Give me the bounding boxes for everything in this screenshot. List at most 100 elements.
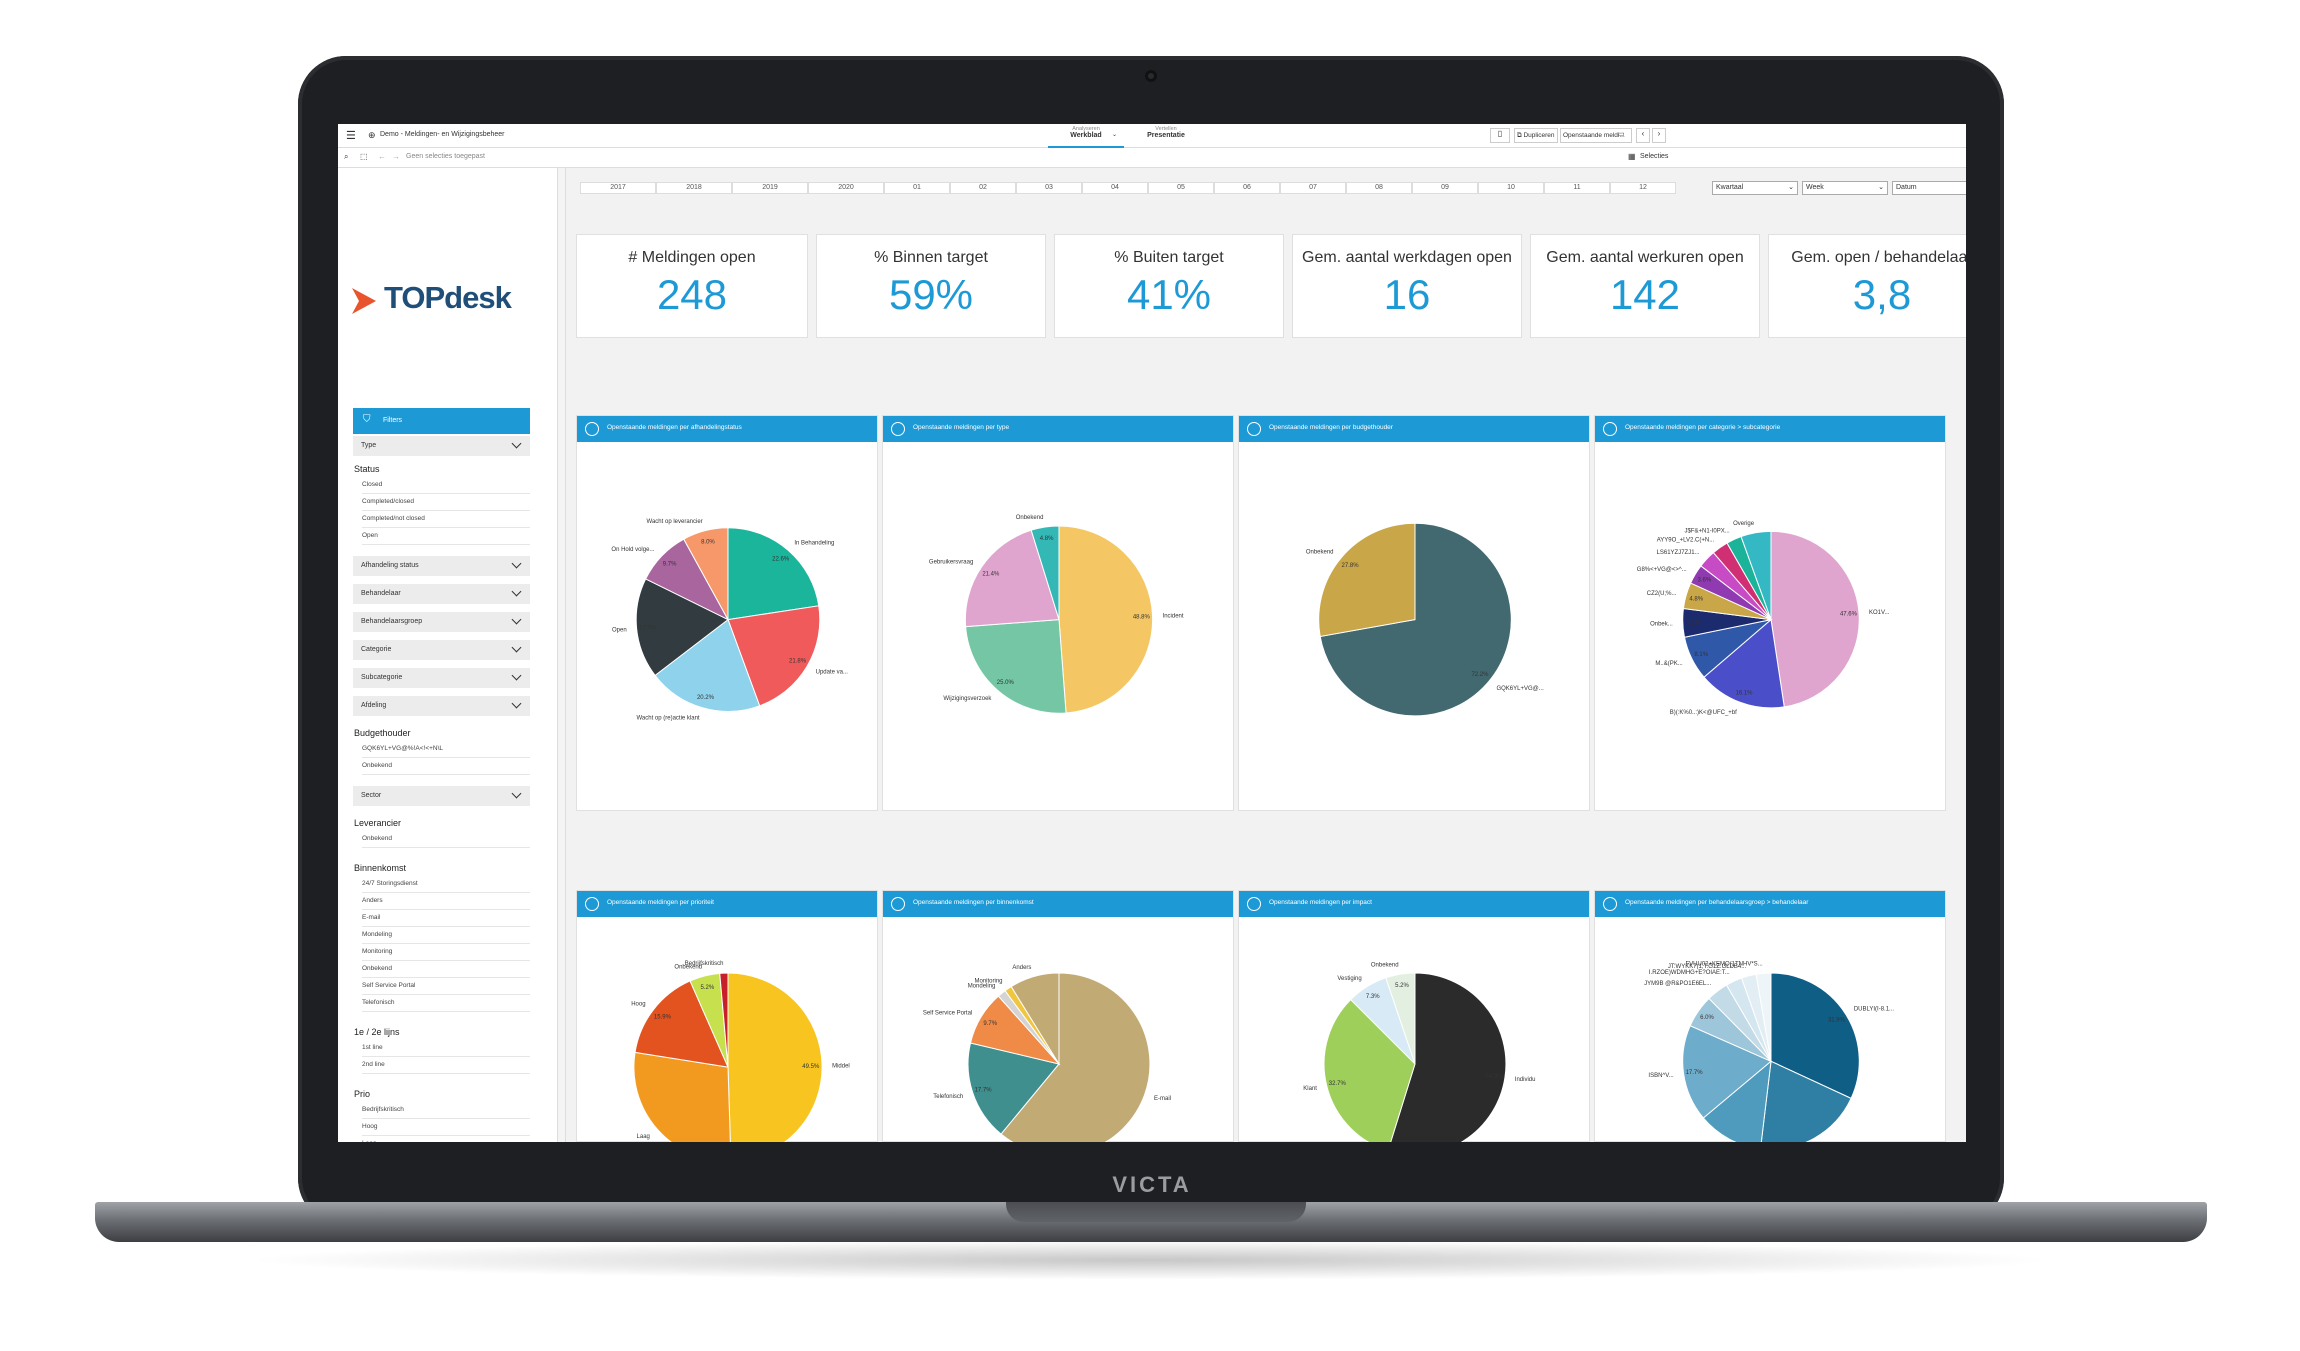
pie-slice[interactable]	[654, 618, 761, 712]
selections-label[interactable]: Selecties	[1640, 153, 1669, 160]
month-cell[interactable]: 12	[1610, 182, 1676, 194]
chart-panel[interactable]: Openstaande meldingen per prioriteit 49.5…	[576, 890, 878, 1142]
collapse-icon[interactable]	[585, 897, 599, 911]
filter-option[interactable]: Onbekend	[362, 759, 530, 775]
pie-slice[interactable]	[1760, 1060, 1852, 1142]
pie-slice[interactable]	[1770, 972, 1860, 1100]
selections-grid-icon[interactable]: ▦	[1628, 152, 1636, 161]
filters-button[interactable]: ⛉ Filters	[353, 408, 530, 434]
filter-option[interactable]: Mondeling	[362, 928, 530, 944]
filter-option[interactable]: Bedrijfskritisch	[362, 1103, 530, 1119]
chart-panel[interactable]: Openstaande meldingen per behandelaarsgr…	[1594, 890, 1946, 1142]
dropdown-subcategorie[interactable]: Subcategorie	[353, 668, 530, 688]
collapse-icon[interactable]	[1603, 897, 1617, 911]
filter-option[interactable]: Anders	[362, 894, 530, 910]
collapse-icon[interactable]	[1247, 897, 1261, 911]
pie-slice[interactable]	[964, 529, 1060, 628]
year-cell[interactable]: 2018	[656, 182, 732, 194]
pie-slice[interactable]	[965, 619, 1067, 714]
kpi-card[interactable]: % Buiten target 41%	[1054, 234, 1284, 338]
month-cell[interactable]: 03	[1016, 182, 1082, 194]
pie-slice[interactable]	[635, 578, 729, 677]
filter-option[interactable]: 2nd line	[362, 1058, 530, 1074]
filter-option[interactable]: E-mail	[362, 911, 530, 927]
chart-panel[interactable]: Openstaande meldingen per binnenkomst E-m…	[882, 890, 1234, 1142]
pie-slice[interactable]	[1385, 972, 1416, 1065]
chart-panel[interactable]: Openstaande meldingen per categorie > su…	[1594, 415, 1946, 811]
lasso-icon[interactable]: ⬚	[360, 152, 368, 161]
sheet-selector[interactable]: Openstaande meldi...	[1560, 128, 1632, 143]
chart-panel[interactable]: Openstaande meldingen per afhandelingsta…	[576, 415, 878, 811]
year-cell[interactable]: 2020	[808, 182, 884, 194]
filter-option[interactable]: Open	[362, 529, 530, 545]
pie-slice[interactable]	[1770, 530, 1860, 708]
prev-sheet-button[interactable]: ‹	[1636, 128, 1650, 143]
kpi-card[interactable]: % Binnen target 59%	[816, 234, 1046, 338]
dropdown-afhandeling-status[interactable]: Afhandeling status	[353, 556, 530, 576]
dropdown-categorie[interactable]: Categorie	[353, 640, 530, 660]
smart-search-icon[interactable]: ⌕	[344, 152, 349, 161]
granularity-select[interactable]: Week ⌄	[1802, 181, 1888, 195]
back-icon[interactable]: ←	[378, 152, 386, 161]
filter-option[interactable]: Completed/not closed	[362, 512, 530, 528]
pie-slice[interactable]	[727, 972, 823, 1142]
filter-option[interactable]: Telefonisch	[362, 996, 530, 1012]
tab-presentatie[interactable]: Vertellen Presentatie	[1128, 124, 1204, 148]
pie-slice[interactable]	[1702, 1060, 1772, 1142]
month-cell[interactable]: 11	[1544, 182, 1610, 194]
pie-slice[interactable]	[1010, 972, 1060, 1066]
dropdown-behandelaar[interactable]: Behandelaar	[353, 584, 530, 604]
filter-option[interactable]: 24/7 Storingsdienst	[362, 877, 530, 893]
pie-slice[interactable]	[1323, 998, 1416, 1142]
chart-panel[interactable]: Openstaande meldingen per type 48.8% Incid…	[882, 415, 1234, 811]
month-cell[interactable]: 09	[1412, 182, 1478, 194]
kpi-card[interactable]: Gem. open / behandelaar 3,8	[1768, 234, 1966, 338]
kpi-card[interactable]: Gem. aantal werkdagen open 16	[1292, 234, 1522, 338]
dropdown-afdeling[interactable]: Afdeling	[353, 696, 530, 716]
chart-panel[interactable]: Openstaande meldingen per budgethouder 72…	[1238, 415, 1590, 811]
pie-slice[interactable]	[1058, 525, 1154, 714]
collapse-icon[interactable]	[1247, 422, 1261, 436]
chevron-down-icon[interactable]: ⌄	[1112, 132, 1118, 138]
bookmark-button[interactable]: ▯	[1490, 128, 1510, 143]
kpi-card[interactable]: Gem. aantal werkuren open 142	[1530, 234, 1760, 338]
pie-slice[interactable]	[1682, 1025, 1772, 1119]
filter-option[interactable]: Completed/closed	[362, 495, 530, 511]
menu-icon[interactable]: ☰	[346, 130, 356, 142]
filter-option[interactable]: Monitoring	[362, 945, 530, 961]
year-cell[interactable]: 2017	[580, 182, 656, 194]
next-sheet-button[interactable]: ›	[1652, 128, 1666, 143]
collapse-icon[interactable]	[1603, 422, 1617, 436]
filter-option[interactable]: Onbekend	[362, 962, 530, 978]
filter-option[interactable]: Closed	[362, 478, 530, 494]
month-cell[interactable]: 10	[1478, 182, 1544, 194]
pie-slice[interactable]	[967, 1042, 1060, 1135]
granularity-select[interactable]: Kwartaal ⌄	[1712, 181, 1798, 195]
pie-slice[interactable]	[719, 972, 729, 1068]
pie-slice[interactable]	[1030, 525, 1060, 620]
sidebar-scrollbar[interactable]	[558, 168, 566, 1142]
month-cell[interactable]: 06	[1214, 182, 1280, 194]
pie-slice[interactable]	[1319, 522, 1512, 717]
month-cell[interactable]: 01	[884, 182, 950, 194]
month-cell[interactable]: 04	[1082, 182, 1148, 194]
month-cell[interactable]: 08	[1346, 182, 1412, 194]
pie-slice[interactable]	[683, 527, 729, 620]
filter-option[interactable]: Self Service Portal	[362, 979, 530, 995]
collapse-icon[interactable]	[891, 422, 905, 436]
pie-slice[interactable]	[727, 527, 820, 621]
kpi-card[interactable]: # Meldingen open 248	[576, 234, 808, 338]
sheets-icon[interactable]: ▭	[1618, 131, 1625, 138]
dropdown-behandelaarsgroep[interactable]: Behandelaarsgroep	[353, 612, 530, 632]
duplicate-button[interactable]: ⧉ Dupliceren	[1514, 128, 1558, 143]
filter-option[interactable]: 1st line	[362, 1041, 530, 1057]
type-dropdown[interactable]: Type	[353, 436, 530, 456]
month-cell[interactable]: 02	[950, 182, 1016, 194]
pie-slice[interactable]	[1388, 972, 1507, 1142]
tab-werkblad[interactable]: Analyseren Werkblad	[1048, 124, 1124, 148]
collapse-icon[interactable]	[891, 897, 905, 911]
pie-slice[interactable]	[633, 1051, 731, 1142]
collapse-icon[interactable]	[585, 422, 599, 436]
year-cell[interactable]: 2019	[732, 182, 808, 194]
pie-slice[interactable]	[1318, 522, 1416, 638]
